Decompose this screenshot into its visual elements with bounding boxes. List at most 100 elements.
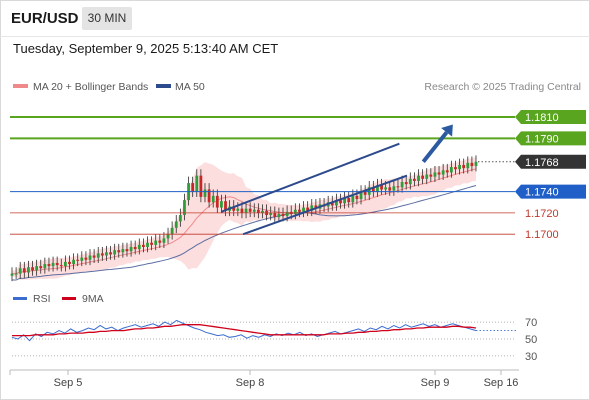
- price-label: 1.1768: [525, 157, 559, 169]
- candle: [137, 238, 141, 255]
- candle: [174, 215, 178, 234]
- candle: [334, 193, 338, 211]
- x-tick-label: Sep 8: [236, 377, 265, 389]
- candle: [68, 255, 71, 270]
- candle: [347, 191, 351, 208]
- candle: [88, 249, 92, 266]
- price-level-1.1768: 1.1768: [478, 154, 586, 169]
- price-label: 1.1740: [525, 187, 559, 199]
- candle: [351, 189, 355, 208]
- rsi-legend-swatch: [13, 297, 27, 300]
- price-level-1.1810: 1.1810: [10, 110, 586, 125]
- candle: [380, 178, 383, 195]
- candle: [413, 172, 416, 187]
- candle: [43, 257, 47, 274]
- header-divider: [0, 36, 590, 37]
- candle: [256, 203, 260, 219]
- price-badge: [515, 184, 586, 199]
- candle: [195, 169, 199, 197]
- candle: [10, 267, 14, 282]
- candle: [178, 208, 182, 227]
- rsi-tick-label: 70: [525, 317, 537, 329]
- rsi-panel: 70 50 30: [11, 317, 537, 363]
- candle: [273, 206, 277, 223]
- ma9-legend-label: 9MA: [82, 293, 104, 305]
- candle: [113, 243, 117, 260]
- candle: [269, 206, 273, 221]
- candle: [150, 236, 154, 251]
- candle: [141, 238, 145, 253]
- candle: [76, 253, 80, 267]
- candle: [109, 245, 112, 260]
- candle: [421, 169, 425, 185]
- candle: [199, 169, 203, 203]
- price-label: 1.1790: [525, 133, 559, 145]
- candle: [27, 260, 30, 278]
- candle: [211, 189, 215, 208]
- chart-header: EUR/USD 30 MIN: [0, 0, 590, 36]
- candle: [158, 234, 162, 249]
- candle: [80, 251, 84, 267]
- candle: [166, 227, 170, 244]
- candle: [454, 160, 457, 175]
- candle: [55, 256, 59, 271]
- candle: [293, 203, 297, 220]
- candle: [47, 257, 51, 272]
- candle: [445, 163, 449, 178]
- candle: [429, 168, 433, 183]
- candle: [400, 175, 404, 193]
- candle: [92, 249, 96, 263]
- candle: [277, 207, 281, 223]
- candle: [183, 193, 186, 221]
- candle: [359, 185, 363, 205]
- price-badge: [515, 131, 586, 146]
- price-label: 1.1810: [525, 112, 559, 124]
- candle: [203, 183, 207, 203]
- x-tick-label: Sep 5: [54, 377, 83, 389]
- candle: [117, 243, 121, 258]
- rsi-line: [11, 319, 477, 342]
- ma50-line: [12, 185, 477, 281]
- channel-upper-line: [220, 142, 400, 213]
- candle: [154, 234, 158, 251]
- candle: [129, 240, 133, 257]
- timestamp: Tuesday, September 9, 2025 5:13:40 AM CE…: [13, 41, 279, 56]
- candle: [306, 201, 310, 217]
- candle: [404, 175, 408, 190]
- candle: [125, 242, 129, 257]
- price-badge: [515, 110, 586, 125]
- price-label: 1.1700: [525, 229, 559, 241]
- candle: [146, 236, 149, 253]
- candle: [207, 183, 211, 208]
- x-tick-label: Sep 16: [484, 377, 519, 389]
- ma20-legend-swatch: [13, 84, 28, 88]
- candle: [14, 267, 18, 279]
- candle: [474, 155, 478, 172]
- candle: [220, 194, 223, 213]
- candle: [371, 180, 375, 197]
- candle: [466, 156, 470, 174]
- candle: [244, 202, 248, 219]
- rsi-ma-line: [12, 324, 477, 337]
- candle: [39, 259, 43, 274]
- candle: [408, 172, 412, 190]
- candle: [170, 221, 174, 240]
- candle: [105, 245, 108, 261]
- ma50-legend-swatch: [156, 84, 171, 88]
- symbol-title: EUR/USD: [11, 10, 79, 27]
- candle: [314, 199, 318, 214]
- candle: [417, 169, 420, 187]
- x-axis: Sep 5 Sep 8 Sep 9 Sep 16: [9, 370, 519, 389]
- candle: [339, 193, 342, 209]
- candle: [252, 203, 256, 218]
- timeframe-badge[interactable]: 30 MIN: [82, 7, 132, 30]
- candle: [470, 156, 474, 172]
- candle: [248, 202, 252, 218]
- candle: [59, 258, 63, 272]
- rsi-tick-label: 30: [525, 351, 537, 363]
- rsi-tick-label: 50: [525, 334, 537, 346]
- ma50-legend-label: MA 50: [175, 81, 205, 93]
- channel-lower-line: [242, 174, 408, 236]
- ma9-legend-swatch: [62, 297, 76, 300]
